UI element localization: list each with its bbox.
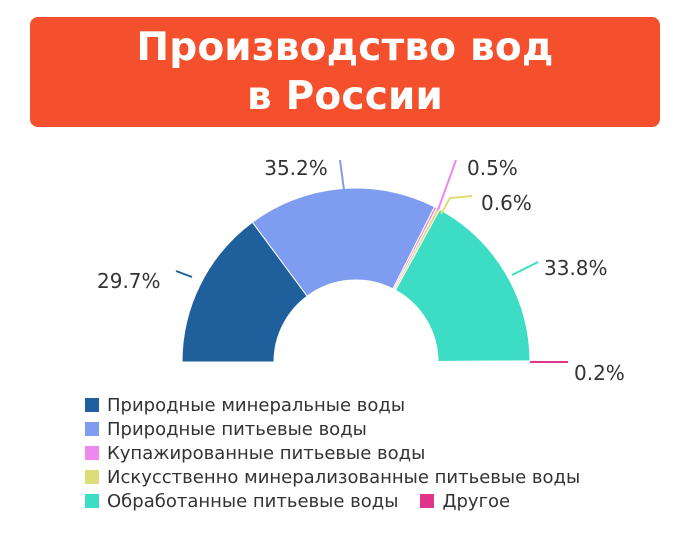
leader-line [511,261,539,276]
legend-row: Искусственно минерализованные питьевые в… [85,465,685,489]
legend-swatch [85,470,99,484]
legend-item-treated-drinking: Обработанные питьевые воды [85,491,398,512]
title-line-2: в России [246,74,444,119]
legend-swatch [85,494,99,508]
legend-label: Купажированные питьевые воды [107,442,426,464]
slice-природные-питьевые-воды [251,187,436,297]
legend-item-other: Другое [420,491,510,512]
legend-swatch [85,398,99,412]
leader-line [339,159,345,191]
legend-swatch [420,494,435,508]
legend: Природные минеральные воды Природные пит… [85,393,685,513]
slice-другое [437,360,531,363]
leader-line [175,270,193,278]
legend-item-artificially-mineralized: Искусственно минерализованные питьевые в… [85,467,580,488]
legend-label: Другое [442,490,511,512]
data-label: 33.8% [544,256,608,280]
title-line-1: Производство вод [136,25,554,70]
legend-item-natural-mineral: Природные минеральные воды [85,395,405,416]
data-label: 35.2% [264,156,328,180]
data-label: 29.7% [97,269,161,293]
leader-line [440,195,473,215]
legend-row: Природные минеральные воды [85,393,685,417]
leader-line [437,159,457,211]
legend-label: Природные питьевые воды [107,418,367,440]
legend-row: Природные питьевые воды [85,417,685,441]
chart-slices [181,187,531,363]
legend-swatch [85,422,99,436]
legend-item-blended-drinking: Купажированные питьевые воды [85,443,425,464]
data-label: 0.2% [574,361,625,385]
legend-label: Искусственно минерализованные питьевые в… [107,466,581,488]
slice-обработанные-питьевые-воды [394,208,531,362]
chart-leader-lines [175,159,568,363]
legend-swatch [85,446,99,460]
chart-data-labels: 29.7% 35.2% 0.5% 0.6% 33.8% 0.2% [97,156,625,385]
half-donut-chart: 29.7% 35.2% 0.5% 0.6% 33.8% 0.2% [97,156,625,385]
legend-label: Природные минеральные воды [107,394,406,416]
legend-row: Купажированные питьевые воды [85,441,685,465]
legend-item-natural-drinking: Природные питьевые воды [85,419,367,440]
title-banner: Производство вод в России [30,17,660,127]
legend-label: Обработанные питьевые воды [107,490,399,512]
legend-row: Обработанные питьевые воды Другое [85,489,685,513]
data-label: 0.6% [481,191,532,215]
data-label: 0.5% [467,156,518,180]
